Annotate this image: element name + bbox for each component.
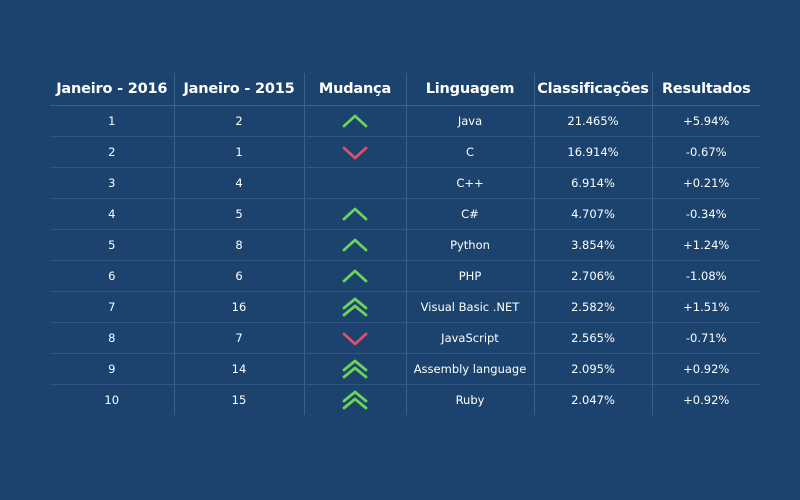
chevron-down-icon bbox=[341, 326, 369, 350]
result-cell: +1.24% bbox=[651, 229, 760, 261]
double-chevron-up-icon bbox=[341, 388, 369, 412]
change-cell bbox=[303, 105, 406, 137]
result-cell: -1.08% bbox=[651, 260, 760, 292]
rank-2015-cell: 15 bbox=[173, 384, 304, 415]
result-cell: +0.21% bbox=[651, 167, 760, 199]
rank-2015-cell: 6 bbox=[173, 260, 304, 292]
rating-cell: 16.914% bbox=[533, 136, 652, 168]
rating-cell: 21.465% bbox=[533, 105, 652, 137]
rating-cell: 2.706% bbox=[533, 260, 652, 292]
table-body: 1 2 Java 21.465% +5.94% 2 1 C 16.914% -0.67% 3 4 C++… bbox=[50, 105, 760, 415]
double-chevron-up-icon bbox=[341, 357, 369, 381]
rating-cell: 2.582% bbox=[533, 291, 652, 323]
rank-2015-cell: 14 bbox=[173, 353, 304, 385]
rank-2016-cell: 3 bbox=[50, 167, 174, 199]
change-cell bbox=[303, 136, 406, 168]
rank-2015-cell: 16 bbox=[173, 291, 304, 323]
language-cell: Java bbox=[405, 105, 534, 137]
chevron-down-icon bbox=[341, 140, 369, 164]
result-cell: +1.51% bbox=[651, 291, 760, 323]
rank-2016-cell: 8 bbox=[50, 322, 174, 354]
table-row: 9 14 Assembly language 2.095% +0.92% bbox=[50, 353, 760, 385]
result-cell: -0.34% bbox=[651, 198, 760, 230]
change-cell bbox=[303, 322, 406, 354]
rank-2016-cell: 5 bbox=[50, 229, 174, 261]
table-row: 5 8 Python 3.854% +1.24% bbox=[50, 229, 760, 261]
ranking-table-container: Janeiro - 2016 Janeiro - 2015 Mudança Li… bbox=[50, 73, 760, 415]
double-chevron-up-icon bbox=[341, 295, 369, 319]
change-cell bbox=[303, 167, 406, 199]
change-cell bbox=[303, 229, 406, 261]
language-cell: JavaScript bbox=[405, 322, 534, 354]
result-cell: +0.92% bbox=[651, 384, 760, 415]
change-cell bbox=[303, 291, 406, 323]
table-row: 4 5 C# 4.707% -0.34% bbox=[50, 198, 760, 230]
language-cell: Python bbox=[405, 229, 534, 261]
rank-2016-cell: 7 bbox=[50, 291, 174, 323]
rank-2015-cell: 7 bbox=[173, 322, 304, 354]
result-cell: +5.94% bbox=[651, 105, 760, 137]
rank-2016-cell: 10 bbox=[104, 393, 120, 407]
language-cell: Assembly language bbox=[405, 353, 534, 385]
table-row: 8 7 JavaScript 2.565% -0.71% bbox=[50, 322, 760, 354]
rank-2015-cell: 5 bbox=[173, 198, 304, 230]
table-row: 6 6 PHP 2.706% -1.08% bbox=[50, 260, 760, 292]
change-cell bbox=[303, 260, 406, 292]
change-cell bbox=[303, 198, 406, 230]
language-cell: C++ bbox=[405, 167, 534, 199]
result-cell: -0.67% bbox=[651, 136, 760, 168]
change-cell bbox=[303, 384, 406, 415]
rank-2016-cell: 6 bbox=[50, 260, 174, 292]
table-row: 3 4 C++ 6.914% +0.21% bbox=[50, 167, 760, 199]
rank-2015-cell: 8 bbox=[173, 229, 304, 261]
header-jan-2015: Janeiro - 2015 bbox=[173, 73, 304, 106]
chevron-up-icon bbox=[341, 202, 369, 226]
header-rating: Classificações bbox=[533, 73, 652, 106]
rank-2015-cell: 2 bbox=[173, 105, 304, 137]
header-change: Mudança bbox=[303, 73, 406, 106]
chevron-up-icon bbox=[341, 264, 369, 288]
chevron-up-icon bbox=[341, 109, 369, 133]
table-row: 2 1 C 16.914% -0.67% bbox=[50, 136, 760, 168]
rating-cell: 4.707% bbox=[533, 198, 652, 230]
rating-cell: 2.095% bbox=[533, 353, 652, 385]
rank-2015-cell: 4 bbox=[173, 167, 304, 199]
rank-2016-cell: 4 bbox=[50, 198, 174, 230]
table-row: 10 15 Ruby 2.047% +0.92% bbox=[50, 384, 760, 415]
header-result: Resultados bbox=[651, 73, 760, 106]
change-cell bbox=[303, 353, 406, 385]
rank-2016-cell: 1 bbox=[50, 105, 174, 137]
rating-cell: 6.914% bbox=[533, 167, 652, 199]
rank-2016-cell: 2 bbox=[50, 136, 174, 168]
chevron-up-icon bbox=[341, 233, 369, 257]
header-language: Linguagem bbox=[405, 73, 534, 106]
result-cell: +0.92% bbox=[651, 353, 760, 385]
result-cell: -0.71% bbox=[651, 322, 760, 354]
language-cell: Visual Basic .NET bbox=[405, 291, 534, 323]
language-cell: PHP bbox=[405, 260, 534, 292]
language-cell: C bbox=[405, 136, 534, 168]
language-ranking-table: Janeiro - 2016 Janeiro - 2015 Mudança Li… bbox=[50, 73, 760, 415]
rating-cell: 3.854% bbox=[533, 229, 652, 261]
table-row: 1 2 Java 21.465% +5.94% bbox=[50, 105, 760, 137]
table-header: Janeiro - 2016 Janeiro - 2015 Mudança Li… bbox=[50, 73, 760, 106]
language-cell: C# bbox=[405, 198, 534, 230]
rating-cell: 2.047% bbox=[533, 384, 652, 415]
rank-2015-cell: 1 bbox=[173, 136, 304, 168]
header-jan-2016: Janeiro - 2016 bbox=[50, 73, 174, 106]
rating-cell: 2.565% bbox=[533, 322, 652, 354]
header-row: Janeiro - 2016 Janeiro - 2015 Mudança Li… bbox=[50, 73, 760, 106]
rank-2016-cell: 9 bbox=[50, 353, 174, 385]
language-cell: Ruby bbox=[405, 384, 534, 415]
table-row: 7 16 Visual Basic .NET 2.582% +1.51% bbox=[50, 291, 760, 323]
